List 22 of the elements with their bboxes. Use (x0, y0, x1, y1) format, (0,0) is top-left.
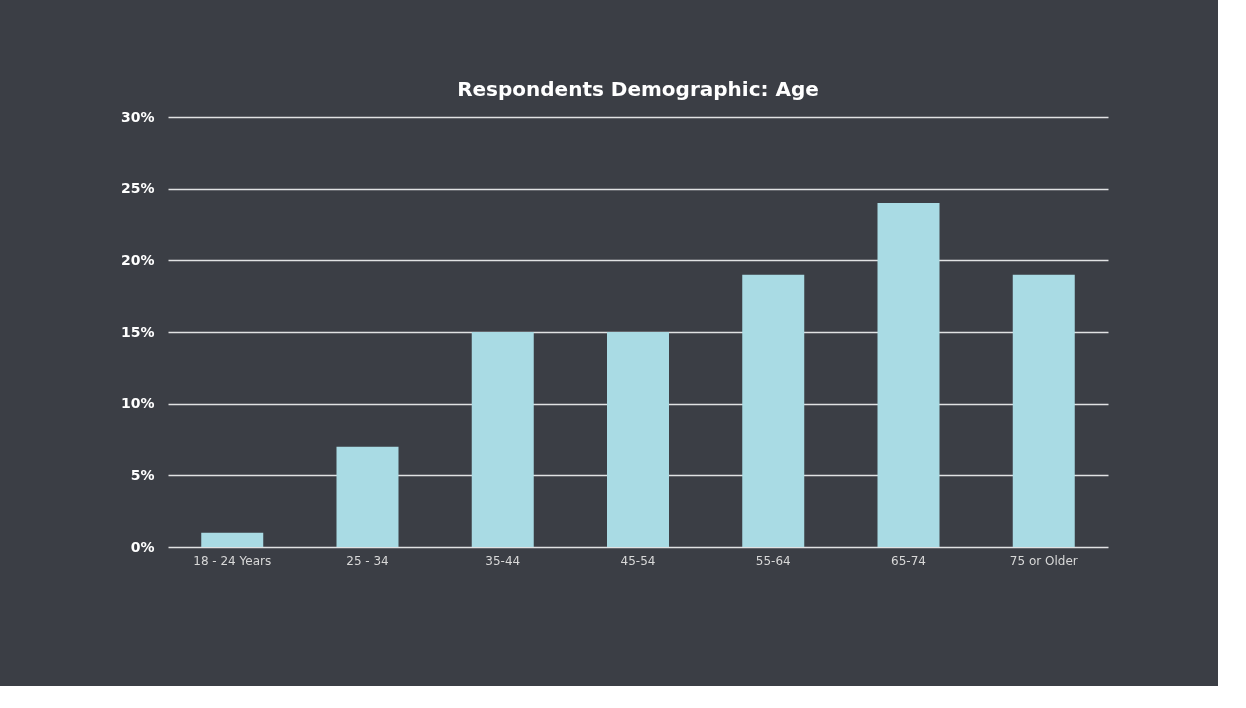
bar (201, 532, 264, 547)
y-tick-label: 25% (120, 180, 155, 197)
y-tick-label: 30% (120, 108, 155, 125)
bar (607, 332, 669, 547)
bar (471, 332, 534, 547)
y-tick-label: 20% (120, 251, 155, 268)
x-tick-label: 35-44 (485, 553, 521, 568)
chart-title: Respondents Demographic: Age (457, 77, 819, 101)
x-tick-label: 18 - 24 Years (193, 553, 272, 568)
bar (336, 446, 399, 547)
x-tick-label: 75 or Older (1009, 553, 1078, 568)
bar (877, 203, 940, 547)
x-tick-label: 45-54 (620, 553, 656, 568)
x-tick-label: 55-64 (755, 553, 791, 568)
bar (742, 274, 805, 547)
y-tick-label: 15% (120, 323, 155, 340)
bar (1012, 274, 1075, 547)
y-tick-label: 0% (130, 538, 155, 555)
y-tick-label: 10% (120, 395, 155, 412)
y-tick-label: 5% (130, 466, 155, 483)
x-tick-label: 25 - 34 (346, 553, 389, 568)
x-tick-label: 65-74 (891, 553, 926, 568)
